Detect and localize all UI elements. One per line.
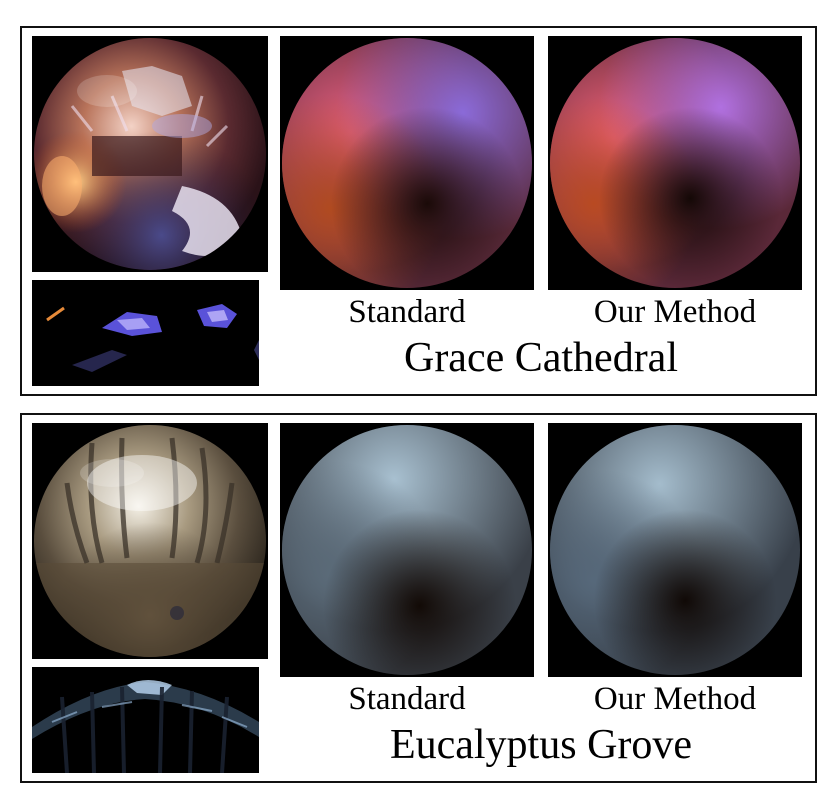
panel-title: Grace Cathedral: [403, 335, 678, 381]
environment-map-image: [32, 667, 259, 773]
figure-panel-eucalyptus-grove: Standard Our Method Eucalyptus Grove: [20, 413, 817, 783]
standard-render-sphere: [280, 423, 534, 677]
standard-label: Standard: [348, 681, 466, 717]
panel-title: Eucalyptus Grove: [389, 722, 693, 768]
standard-render-sphere: [280, 36, 534, 290]
light-probe-sphere-image: [32, 36, 268, 272]
standard-label: Standard: [348, 294, 466, 330]
figure-panel-grace-cathedral: Standard Our Method Grace Cathedral: [20, 26, 817, 396]
light-probe-sphere-image: [32, 423, 268, 659]
our-method-render-sphere: [548, 36, 802, 290]
our-method-label: Our Method: [593, 294, 757, 330]
our-method-render-sphere: [548, 423, 802, 677]
our-method-label: Our Method: [593, 681, 757, 717]
environment-map-image: [32, 280, 259, 386]
